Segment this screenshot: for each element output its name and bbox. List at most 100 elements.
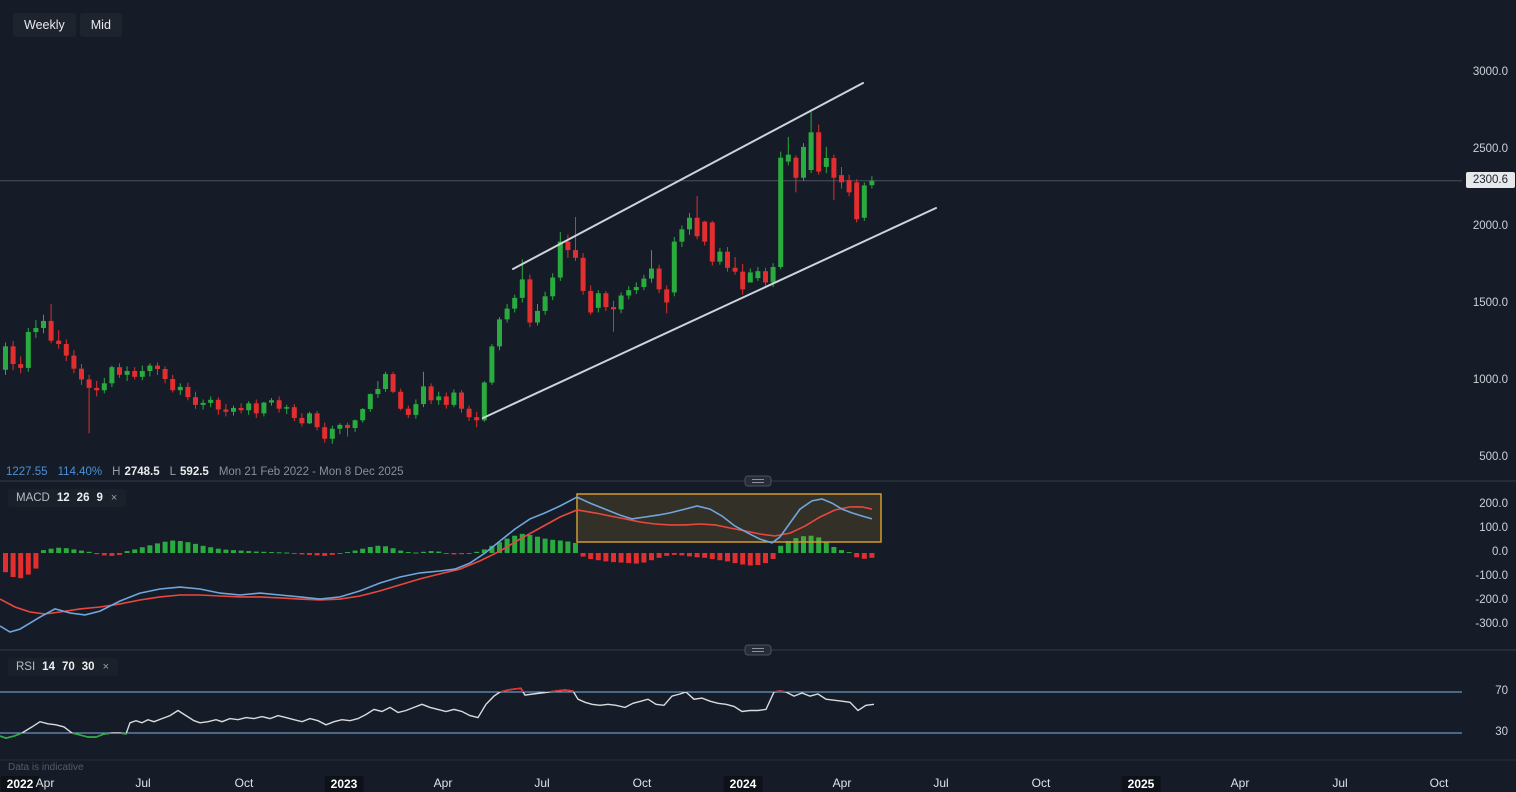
candle-body bbox=[299, 417, 305, 424]
time-axis-month-label: Jul bbox=[135, 776, 151, 790]
macd-histogram-bar bbox=[542, 538, 548, 553]
candle-body bbox=[33, 328, 39, 333]
change-value: 1227.55 bbox=[6, 466, 48, 478]
candle-body bbox=[854, 182, 860, 220]
timeframe-button[interactable]: Weekly bbox=[13, 13, 76, 37]
macd-histogram-bar bbox=[390, 548, 396, 553]
candle-body bbox=[641, 278, 647, 288]
channel-upper-trendline[interactable] bbox=[512, 82, 864, 270]
candle-body bbox=[63, 344, 69, 356]
macd-histogram-group bbox=[3, 533, 875, 579]
candle-body bbox=[823, 158, 829, 167]
candle-body bbox=[770, 267, 776, 283]
candle-body bbox=[109, 367, 115, 384]
candle-body bbox=[740, 271, 746, 290]
macd-histogram-bar bbox=[846, 552, 852, 554]
price-axis-tick: 1000.0 bbox=[1472, 374, 1508, 386]
rsi-param-overbought: 70 bbox=[61, 661, 75, 673]
macd-histogram-bar bbox=[291, 553, 297, 554]
candle-body bbox=[633, 287, 639, 291]
candle-body bbox=[10, 346, 16, 365]
macd-param-fast: 12 bbox=[56, 492, 70, 504]
candle-body bbox=[702, 221, 708, 242]
macd-histogram-bar bbox=[603, 553, 609, 562]
candle-body bbox=[352, 420, 358, 428]
candle-body bbox=[71, 355, 77, 369]
price-axis-tick: 1500.0 bbox=[1472, 297, 1508, 309]
macd-histogram-bar bbox=[679, 553, 685, 556]
macd-histogram-bar bbox=[519, 533, 525, 553]
macd-axis-tick: -300.0 bbox=[1475, 618, 1508, 630]
pane-resize-handle[interactable] bbox=[744, 644, 772, 656]
macd-histogram-bar bbox=[3, 553, 8, 573]
candle-body bbox=[360, 409, 366, 421]
candle-body bbox=[459, 392, 464, 409]
rsi-axis-tick: 70 bbox=[1495, 685, 1508, 697]
candle-body bbox=[421, 386, 426, 405]
time-axis-month-label: Apr bbox=[1230, 776, 1250, 790]
macd-histogram-bar bbox=[785, 541, 791, 553]
candle-body bbox=[345, 424, 350, 428]
channel-lower-trendline[interactable] bbox=[482, 207, 937, 419]
candle-body bbox=[436, 396, 442, 401]
macd-histogram-bar bbox=[124, 551, 130, 553]
candle-body bbox=[284, 407, 290, 409]
time-axis-year-label: 2025 bbox=[1121, 776, 1161, 792]
candle-body bbox=[101, 383, 107, 391]
price-axis-tick: 500.0 bbox=[1479, 451, 1508, 463]
macd-close-icon[interactable]: × bbox=[110, 492, 118, 504]
candle-body bbox=[603, 293, 609, 308]
macd-histogram-bar bbox=[253, 551, 259, 553]
macd-histogram-bar bbox=[170, 540, 176, 553]
candle-body bbox=[573, 250, 578, 258]
time-axis-month-label: Jul bbox=[534, 776, 550, 790]
candle-body bbox=[390, 374, 396, 392]
candle-body bbox=[375, 389, 381, 395]
chart-size-button[interactable]: Mid bbox=[79, 13, 122, 37]
rsi-line bbox=[0, 687, 875, 739]
macd-histogram-bar bbox=[41, 550, 46, 553]
candle-body bbox=[527, 279, 533, 323]
macd-histogram-bar bbox=[717, 553, 723, 561]
rsi-param-length: 14 bbox=[42, 661, 55, 673]
candle-body bbox=[170, 378, 176, 391]
macd-histogram-bar bbox=[177, 541, 183, 553]
candle-body bbox=[79, 368, 84, 380]
pane-resize-handle[interactable] bbox=[744, 475, 772, 487]
candle-body bbox=[86, 379, 92, 388]
rsi-close-icon[interactable]: × bbox=[102, 661, 109, 673]
time-axis-month-label: Oct bbox=[1429, 776, 1449, 790]
price-axis-tick: 3000.0 bbox=[1472, 66, 1508, 78]
macd-histogram-bar bbox=[535, 536, 540, 553]
candle-body bbox=[489, 346, 495, 383]
candle-body bbox=[542, 296, 548, 311]
macd-histogram-bar bbox=[778, 545, 784, 553]
macd-histogram-bar bbox=[405, 552, 411, 554]
candle-body bbox=[193, 397, 198, 405]
macd-histogram-bar bbox=[238, 550, 244, 553]
time-axis-year-label: 2022 bbox=[0, 776, 40, 792]
candle-body bbox=[337, 424, 343, 429]
candle-body bbox=[405, 408, 411, 415]
macd-histogram-bar bbox=[269, 552, 274, 554]
macd-histogram-bar bbox=[413, 552, 419, 554]
range-high: H 2748.5 bbox=[112, 466, 160, 478]
pane-resize-handle-body[interactable] bbox=[744, 475, 772, 487]
pane-resize-handle-body[interactable] bbox=[744, 644, 772, 656]
candle-body bbox=[208, 399, 214, 403]
candle-body bbox=[329, 428, 335, 439]
candle-body bbox=[466, 408, 472, 418]
macd-line bbox=[0, 496, 873, 633]
macd-histogram-bar bbox=[147, 545, 153, 553]
candle-body bbox=[694, 217, 700, 237]
macd-axis-tick: 0.0 bbox=[1492, 546, 1508, 558]
candle-body bbox=[557, 241, 563, 278]
macd-histogram-bar bbox=[801, 536, 806, 553]
candle-body bbox=[56, 340, 62, 345]
macd-histogram-bar bbox=[132, 549, 138, 553]
macd-histogram-bar bbox=[831, 547, 837, 553]
candle-body bbox=[314, 413, 320, 428]
macd-histogram-bar bbox=[162, 541, 168, 553]
macd-histogram-bar bbox=[588, 553, 594, 559]
